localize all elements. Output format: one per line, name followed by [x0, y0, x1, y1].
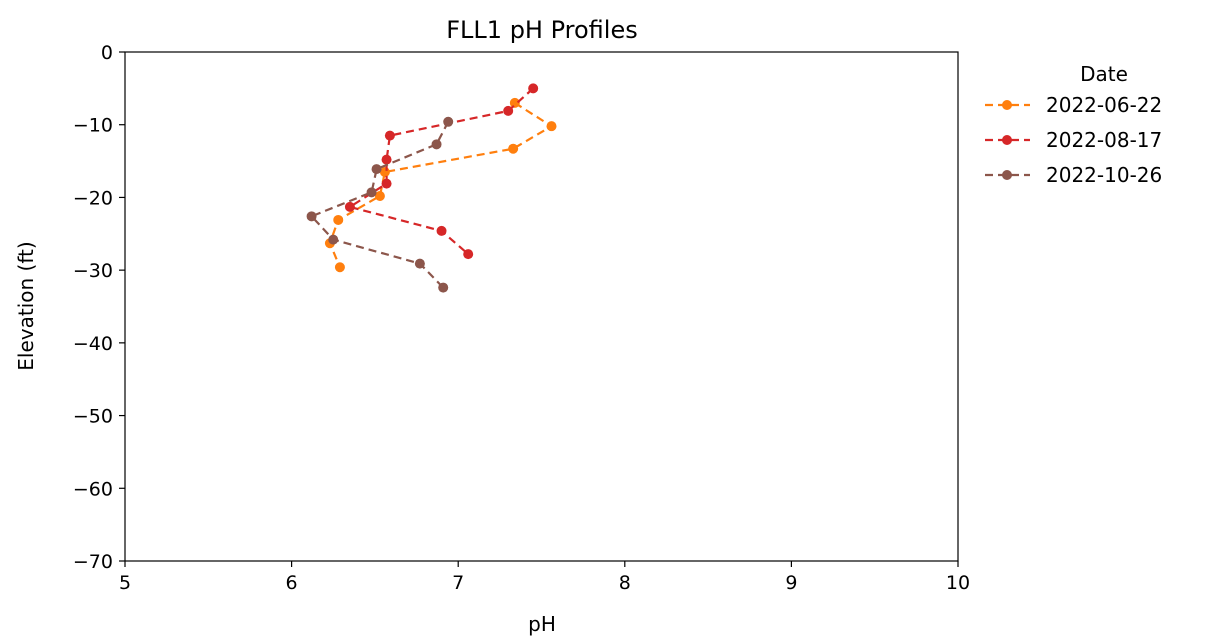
data-point — [436, 225, 447, 236]
series-2022-08-17 — [344, 83, 539, 260]
y-tick-label: −50 — [73, 406, 113, 428]
data-point — [366, 187, 377, 198]
x-tick-label: 7 — [452, 572, 464, 594]
x-axis-ticks: 5 6 7 8 9 10 — [119, 561, 970, 594]
y-tick-label: −70 — [73, 551, 113, 573]
series-2022-10-26 — [306, 116, 454, 293]
data-point — [509, 97, 520, 108]
legend-marker — [1002, 100, 1012, 110]
data-point — [463, 249, 474, 260]
x-tick-label: 5 — [119, 572, 131, 594]
data-point — [381, 178, 392, 189]
data-point — [374, 190, 385, 201]
data-point — [333, 214, 344, 225]
chart-title: FLL1 pH Profiles — [446, 16, 637, 44]
x-tick-label: 8 — [619, 572, 631, 594]
x-axis-label: pH — [528, 612, 556, 636]
data-point — [508, 143, 519, 154]
legend-label: 2022-06-22 — [1046, 93, 1162, 117]
data-point — [443, 116, 454, 127]
data-point — [384, 130, 395, 141]
series-line — [328, 101, 554, 268]
data-point — [306, 211, 317, 222]
data-point — [414, 258, 425, 269]
data-point — [328, 234, 339, 245]
data-point — [438, 282, 449, 293]
y-tick-label: −20 — [73, 187, 113, 209]
y-axis-label: Elevation (ft) — [14, 241, 38, 370]
y-tick-label: −10 — [73, 115, 113, 137]
data-point — [344, 201, 355, 212]
x-tick-label: 10 — [946, 572, 970, 594]
x-tick-label: 9 — [785, 572, 797, 594]
y-axis-ticks: 0 −10 −20 −30 −40 −50 −60 −70 — [73, 42, 125, 573]
series-line — [347, 87, 534, 255]
data-point — [334, 262, 345, 273]
plot-frame — [124, 51, 959, 562]
y-tick-label: −30 — [73, 260, 113, 282]
legend: Date 2022-06-22 2022-08-17 2022-10-26 — [985, 62, 1162, 187]
data-point — [503, 105, 514, 116]
data-point — [528, 83, 539, 94]
data-point — [431, 139, 442, 150]
y-tick-label: −40 — [73, 333, 113, 355]
series-line — [309, 121, 450, 289]
legend-marker — [1002, 170, 1012, 180]
data-point — [371, 164, 382, 175]
y-tick-label: 0 — [101, 42, 113, 64]
data-point — [381, 154, 392, 165]
x-tick-label: 6 — [286, 572, 298, 594]
plot-series — [306, 83, 557, 293]
legend-marker — [1002, 135, 1012, 145]
legend-title: Date — [1080, 62, 1128, 86]
y-tick-label: −60 — [73, 478, 113, 500]
data-point — [546, 121, 557, 132]
legend-label: 2022-08-17 — [1046, 128, 1162, 152]
legend-label: 2022-10-26 — [1046, 163, 1162, 187]
